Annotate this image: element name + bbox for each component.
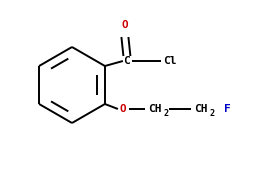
Text: F: F bbox=[224, 104, 230, 114]
Text: Cl: Cl bbox=[163, 56, 177, 66]
Text: O: O bbox=[119, 104, 126, 114]
Text: CH: CH bbox=[194, 104, 208, 114]
Text: 2: 2 bbox=[209, 108, 214, 117]
Text: 2: 2 bbox=[163, 108, 168, 117]
Text: C: C bbox=[123, 56, 130, 66]
Text: O: O bbox=[122, 20, 128, 30]
Text: CH: CH bbox=[148, 104, 162, 114]
